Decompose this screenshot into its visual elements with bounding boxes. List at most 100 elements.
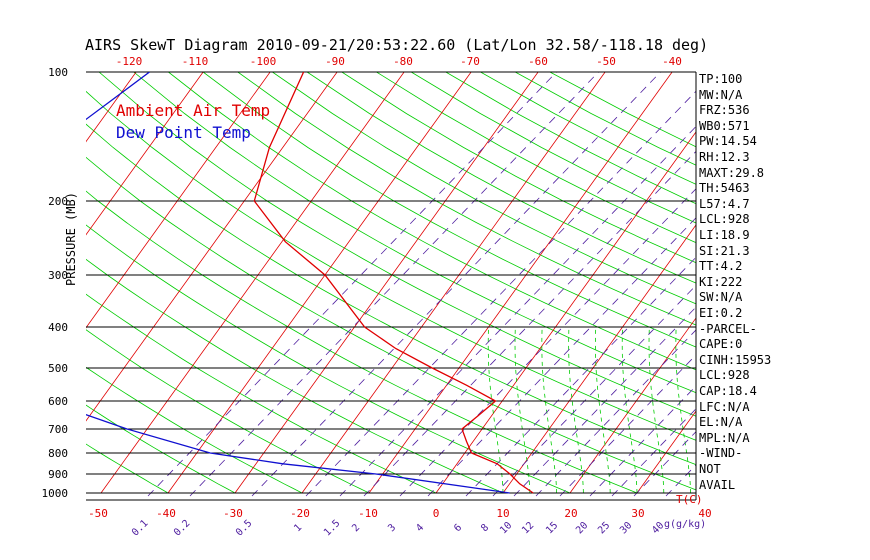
mixing-ratio-label: 25	[596, 520, 612, 536]
dry-adiabat-line	[86, 404, 258, 494]
dry-adiabat-line	[86, 90, 696, 441]
x-tick-label-top: -110	[182, 55, 209, 68]
mixing-ratio-line	[147, 72, 557, 497]
mixing-ratio-label: 30	[618, 520, 634, 536]
sounding-index-item: AVAIL	[699, 477, 736, 492]
y-axis-label: PRESSURE (MB)	[64, 192, 78, 286]
sounding-index-item: CAP:18.4	[699, 384, 757, 398]
mixing-ratio-line	[399, 188, 696, 497]
dry-adiabat-line	[306, 72, 696, 284]
mixing-ratio-label: 10	[498, 520, 514, 536]
mixing-ratio-line	[465, 256, 696, 497]
isotherm-line	[771, 72, 870, 493]
sounding-index-item: EI:0.2	[699, 306, 743, 320]
x-tick-label-bottom: -50	[88, 507, 108, 520]
mixing-ratio-label: 3	[386, 522, 398, 534]
mixing-ratio-grid	[147, 72, 696, 497]
moist-adiabat-line	[514, 326, 531, 494]
sounding-series	[86, 72, 534, 494]
moist-adiabat-line	[648, 326, 665, 494]
sounding-index-item: LCL:928	[699, 368, 750, 383]
mixing-ratio-line	[492, 284, 696, 497]
mixing-ratio-label: 8	[479, 522, 491, 534]
x-tick-label-top: -60	[528, 55, 548, 68]
mixing-ratio-label: 4	[414, 522, 426, 534]
temp-unit-label: T(C)	[676, 493, 703, 506]
sounding-index-item: L57:4.7	[699, 196, 750, 211]
mixing-ratio-line	[427, 217, 696, 497]
sounding-index-item: TP:100	[699, 72, 743, 86]
dry-adiabat-line	[86, 258, 530, 494]
dry-adiabat-line	[133, 72, 696, 394]
mixing-ratio-label: 12	[520, 520, 536, 536]
dry-adiabat-line	[86, 190, 666, 494]
isotherm-line	[86, 72, 271, 329]
mixing-ratio-label: 20	[574, 520, 590, 536]
legend-dew-point: Dew Point Temp	[116, 123, 251, 142]
dry-adiabat-line	[86, 329, 394, 494]
air-temp-line	[253, 72, 534, 494]
y-tick-label: 400	[48, 321, 68, 334]
x-tick-label-top: -100	[250, 55, 277, 68]
mixing-ratio-line	[251, 72, 661, 497]
mixing-ratio-line	[611, 408, 696, 497]
isotherm-line	[234, 72, 539, 494]
x-tick-label-bottom: -30	[223, 507, 243, 520]
isotherm-line	[301, 72, 606, 494]
sounding-index-item: LCL:928	[699, 212, 750, 227]
mixing-ratio-line	[363, 150, 696, 497]
y-tick-label: 300	[48, 269, 68, 282]
mixing-ratio-line	[305, 90, 696, 497]
sounding-index-item: WB0:571	[699, 118, 750, 133]
moist-adiabat-grid	[487, 326, 691, 494]
isotherm-line	[86, 72, 204, 236]
sounding-index-item: NOT	[699, 462, 721, 476]
mixing-ratio-line	[535, 329, 696, 497]
sounding-index-item: PW:14.54	[699, 134, 757, 149]
sounding-index-item: TT:4.2	[699, 259, 743, 274]
x-tick-label-bottom: -20	[290, 507, 310, 520]
dry-adiabat-line	[86, 156, 696, 491]
y-tick-label: 700	[48, 423, 68, 436]
sounding-index-item: KI:222	[699, 274, 743, 289]
dry-adiabat-line	[237, 72, 696, 326]
sounding-index-item: SW:N/A	[699, 290, 743, 305]
mixing-ratio-line	[665, 464, 696, 497]
sounding-index-item: MW:N/A	[699, 87, 743, 102]
dew-point-line	[86, 72, 510, 494]
sounding-index-item: -WIND-	[699, 446, 743, 461]
x-tick-label-top: -120	[116, 55, 143, 68]
mixing-ratio-unit: g(g/kg)	[664, 519, 706, 530]
isotherm-line	[636, 410, 696, 494]
x-tick-label-bottom: -40	[156, 507, 176, 520]
legend-air-temp: Ambient Air Temp	[116, 101, 271, 120]
isotherm-line	[100, 72, 405, 494]
sounding-index-item: CAPE:0	[699, 337, 743, 352]
x-tick-label-bottom: 40	[698, 507, 711, 520]
mixing-ratio-line	[189, 72, 599, 497]
x-tick-label-bottom: -10	[358, 507, 378, 520]
moist-adiabat-line	[594, 326, 611, 494]
dry-adiabat-line	[445, 72, 696, 205]
chart-title: AIRS SkewT Diagram 2010-09-21/20:53:22.6…	[85, 36, 709, 54]
y-tick-label: 600	[48, 395, 68, 408]
sounding-index-item: RH:12.3	[699, 150, 750, 164]
mixing-ratio-line	[339, 125, 696, 497]
mixing-ratio-label: 1.5	[322, 518, 343, 539]
mixing-ratio-label: 0.1	[130, 518, 151, 539]
sounding-index-item: LFC:N/A	[699, 399, 750, 414]
mixing-ratio-label: 6	[452, 522, 464, 534]
isotherm-line	[435, 131, 696, 494]
sounding-index-item: FRZ:536	[699, 103, 750, 118]
x-tick-label-top: -50	[596, 55, 616, 68]
dry-adiabat-line	[98, 72, 696, 417]
isotherm-line	[569, 317, 696, 494]
sounding-index-item: LI:18.9	[699, 228, 750, 242]
mixing-ratio-line	[559, 354, 696, 497]
dry-adiabat-line	[515, 72, 696, 166]
sounding-index-item: SI:21.3	[699, 243, 750, 258]
sounding-index-item: MAXT:29.8	[699, 165, 765, 180]
y-tick-label: 200	[48, 195, 68, 208]
mixing-ratio-line	[513, 306, 696, 497]
